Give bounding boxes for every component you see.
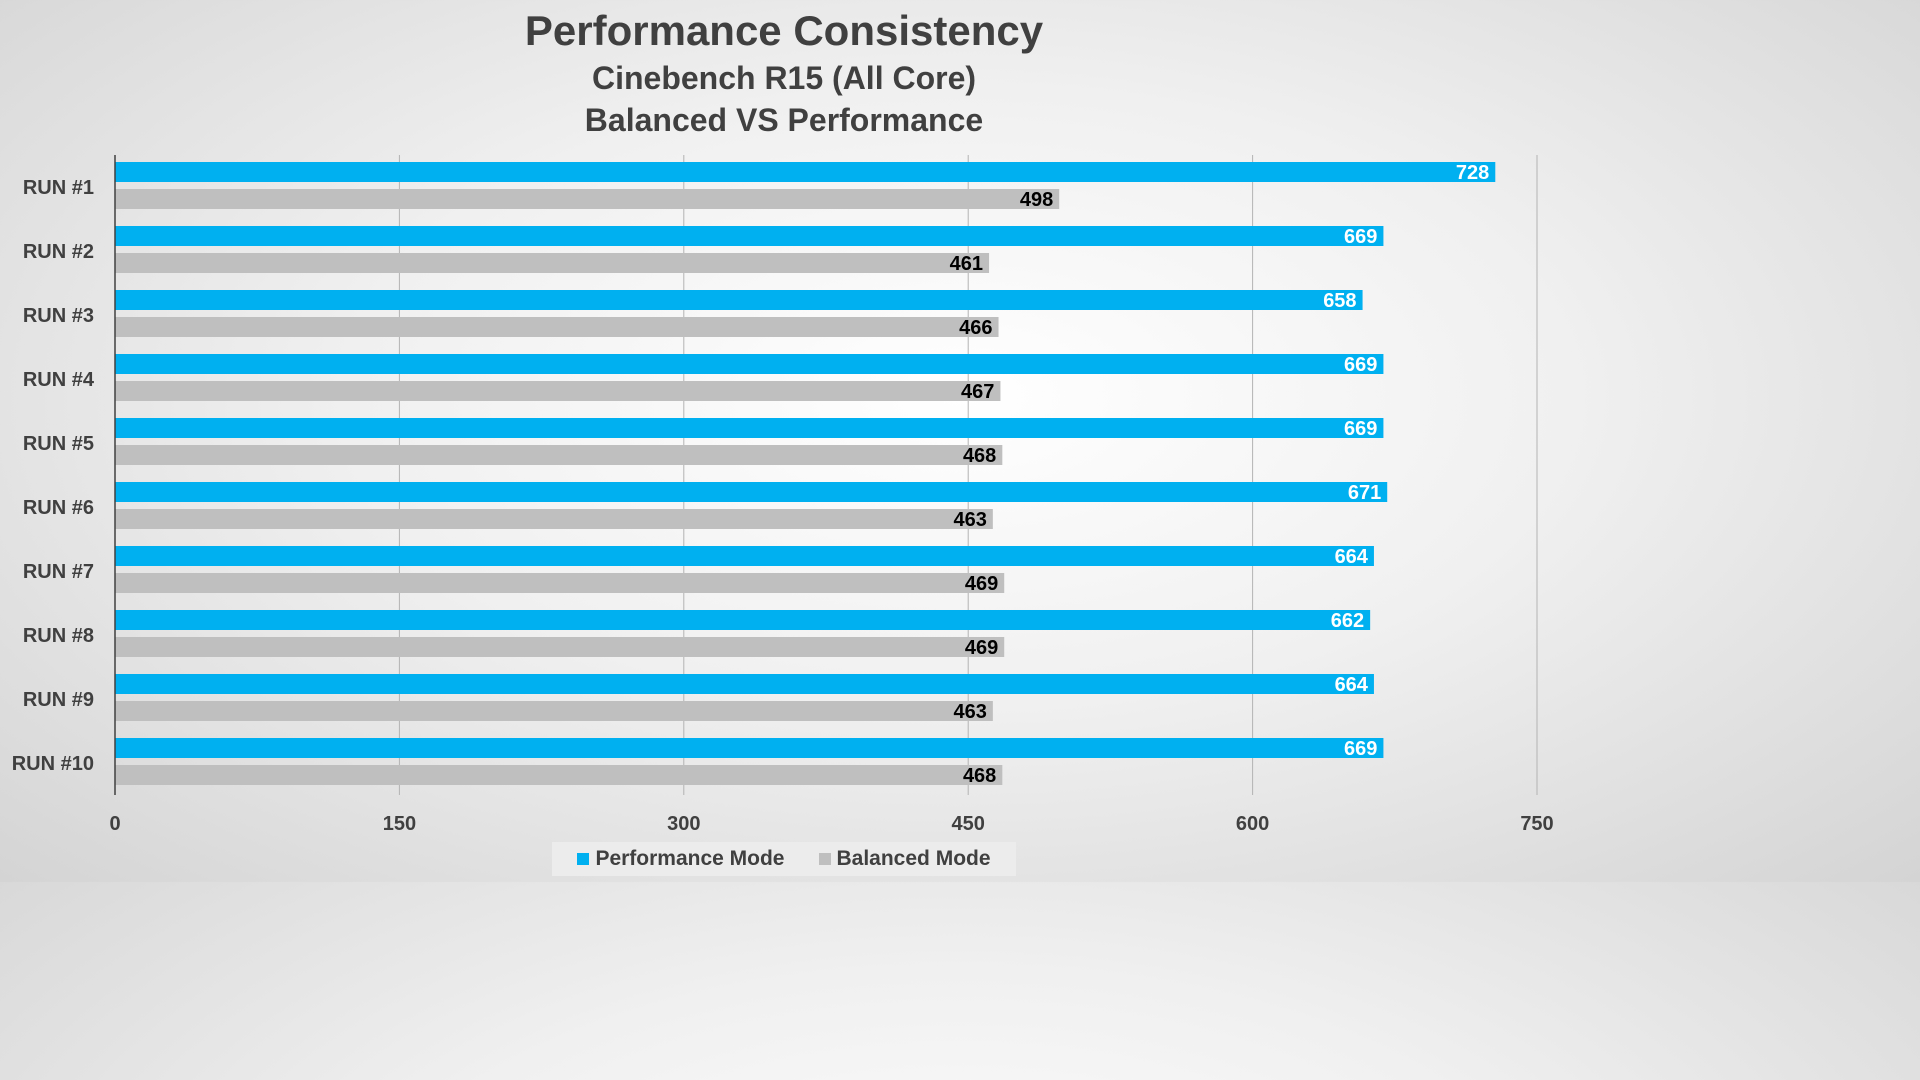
bar-balanced-run-10: [115, 765, 1003, 785]
data-label-balanced-run-1: 498: [1020, 189, 1053, 211]
bar-balanced-run-9: [115, 701, 993, 721]
bar-performance-run-8: [115, 610, 1371, 630]
data-label-performance-run-2: 669: [1344, 226, 1377, 248]
bar-performance-run-6: [115, 482, 1388, 502]
category-label-run-3: RUN #3: [23, 305, 94, 327]
bar-performance-run-7: [115, 546, 1374, 566]
category-label-run-10: RUN #10: [12, 753, 94, 775]
category-label-run-9: RUN #9: [23, 689, 94, 711]
data-label-performance-run-8: 662: [1331, 610, 1364, 632]
x-tick-label-600: 600: [1236, 813, 1269, 835]
bar-balanced-run-4: [115, 381, 1001, 401]
bar-performance-run-1: [115, 162, 1496, 182]
bar-performance-run-9: [115, 674, 1374, 694]
bar-balanced-run-5: [115, 445, 1003, 465]
legend-item-balanced: Balanced Mode: [818, 847, 991, 871]
category-label-run-7: RUN #7: [23, 561, 94, 583]
x-tick-label-150: 150: [383, 813, 416, 835]
data-label-performance-run-1: 728: [1456, 162, 1489, 184]
legend-item-performance: Performance Mode: [577, 847, 785, 871]
chart-subtitle-1: Cinebench R15 (All Core): [591, 60, 977, 96]
category-label-run-5: RUN #5: [23, 433, 94, 455]
bar-chart-plot: 728 498 RUN #1 669 461 RUN #2 658 466 RUN #3 669 4…: [12, 155, 1554, 835]
data-label-performance-run-10: 669: [1344, 738, 1377, 760]
data-label-performance-run-6: 671: [1348, 482, 1381, 504]
chart-title: Performance Consistency: [524, 7, 1044, 54]
legend-swatch-balanced: [818, 853, 831, 865]
x-tick-label-300: 300: [667, 813, 700, 835]
data-label-balanced-run-6: 463: [953, 509, 986, 531]
data-label-balanced-run-9: 463: [953, 701, 986, 723]
data-label-performance-run-3: 658: [1323, 290, 1356, 312]
data-label-balanced-run-7: 469: [965, 573, 998, 595]
bar-balanced-run-6: [115, 509, 993, 529]
chart-subtitle-2: Balanced VS Performance: [584, 102, 984, 138]
data-label-balanced-run-8: 469: [965, 637, 998, 659]
bar-balanced-run-3: [115, 317, 999, 337]
data-label-balanced-run-2: 461: [950, 253, 983, 275]
legend-label-balanced: Balanced Mode: [836, 847, 991, 870]
data-label-performance-run-5: 669: [1344, 418, 1377, 440]
bar-balanced-run-2: [115, 253, 990, 273]
bar-balanced-run-8: [115, 637, 1005, 657]
x-tick-label-750: 750: [1520, 813, 1553, 835]
category-label-run-6: RUN #6: [23, 497, 94, 519]
data-label-performance-run-7: 664: [1335, 546, 1369, 568]
legend-swatch-performance: [577, 853, 590, 865]
chart-root: Performance Consistency Cinebench R15 (A…: [12, 7, 1554, 876]
data-label-balanced-run-5: 468: [963, 445, 996, 467]
legend-label-performance: Performance Mode: [595, 847, 785, 870]
bar-performance-run-3: [115, 290, 1363, 310]
data-label-performance-run-9: 664: [1335, 674, 1369, 696]
bar-performance-run-4: [115, 354, 1384, 374]
x-tick-label-450: 450: [952, 813, 985, 835]
data-label-balanced-run-10: 468: [963, 765, 996, 787]
x-tick-label-0: 0: [109, 813, 120, 835]
bar-performance-run-2: [115, 226, 1384, 246]
data-label-performance-run-4: 669: [1344, 354, 1377, 376]
category-label-run-8: RUN #8: [23, 625, 94, 647]
category-label-run-1: RUN #1: [23, 177, 94, 199]
data-label-balanced-run-3: 466: [959, 317, 992, 339]
category-label-run-2: RUN #2: [23, 241, 94, 263]
bar-balanced-run-7: [115, 573, 1005, 593]
bar-performance-run-5: [115, 418, 1384, 438]
bar-performance-run-10: [115, 738, 1384, 758]
bar-balanced-run-1: [115, 189, 1060, 209]
chart-legend: Performance Mode Balanced Mode: [552, 842, 1016, 876]
category-label-run-4: RUN #4: [23, 369, 95, 391]
data-label-balanced-run-4: 467: [961, 381, 994, 403]
